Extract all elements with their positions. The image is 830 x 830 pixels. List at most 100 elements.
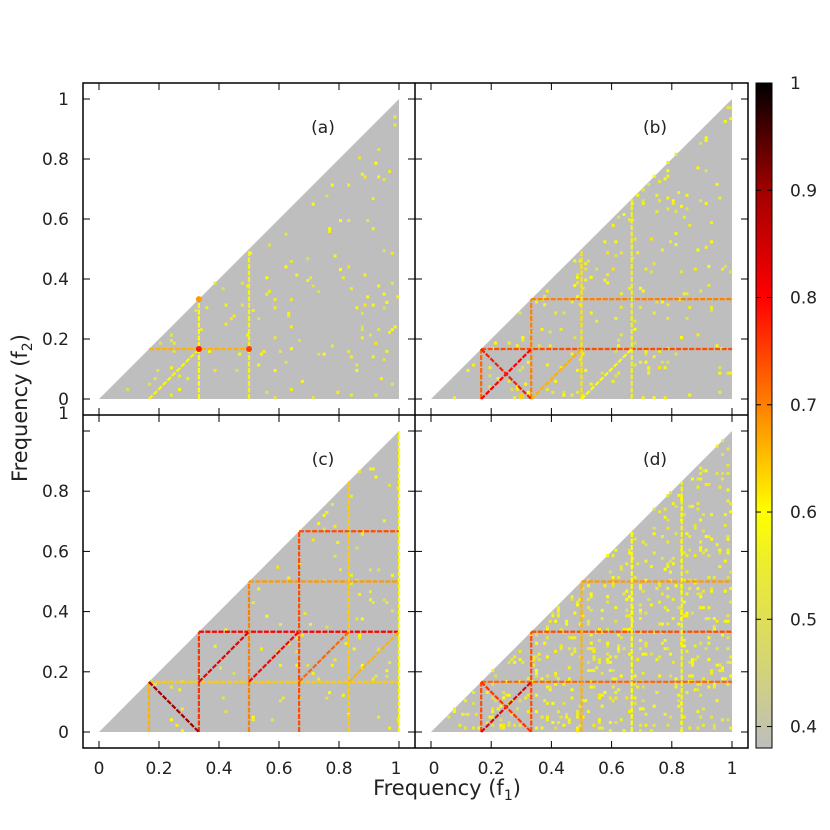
x-tick-label: 0.2 bbox=[478, 759, 505, 779]
noise-cell bbox=[726, 614, 730, 618]
noise-cell bbox=[466, 368, 470, 372]
noise-cell bbox=[545, 289, 549, 293]
noise-cell bbox=[636, 193, 640, 197]
noise-cell bbox=[649, 237, 653, 241]
noise-cell bbox=[638, 586, 642, 590]
noise-cell bbox=[556, 611, 560, 615]
noise-cell bbox=[660, 300, 664, 304]
noise-cell bbox=[622, 647, 626, 651]
noise-cell bbox=[169, 333, 173, 337]
noise-cell bbox=[704, 469, 708, 473]
noise-cell bbox=[153, 377, 157, 381]
noise-cell bbox=[641, 671, 645, 675]
noise-cell bbox=[707, 685, 711, 689]
noise-cell bbox=[726, 534, 730, 538]
noise-cell bbox=[502, 726, 506, 730]
noise-cell bbox=[658, 584, 662, 588]
noise-cell bbox=[666, 207, 670, 211]
noise-cell bbox=[729, 660, 733, 664]
noise-cell bbox=[652, 174, 656, 178]
noise-cell bbox=[729, 674, 733, 678]
noise-cell bbox=[390, 382, 394, 386]
noise-cell bbox=[704, 534, 708, 538]
noise-cell bbox=[666, 622, 670, 626]
noise-cell bbox=[377, 715, 381, 719]
noise-cell bbox=[693, 658, 697, 662]
noise-cell bbox=[617, 633, 621, 637]
noise-cell bbox=[718, 366, 722, 370]
noise-cell bbox=[688, 726, 692, 730]
noise-cell bbox=[186, 377, 190, 381]
noise-cell bbox=[614, 677, 618, 681]
noise-cell bbox=[573, 636, 577, 640]
noise-cell bbox=[570, 652, 574, 656]
noise-cell bbox=[669, 240, 673, 244]
noise-cell bbox=[608, 570, 612, 574]
coherence-line-d bbox=[148, 348, 200, 400]
y-tick-label: 1 bbox=[58, 90, 69, 110]
noise-cell bbox=[382, 178, 386, 182]
noise-cell bbox=[592, 658, 596, 662]
noise-cell bbox=[726, 660, 730, 664]
noise-cell bbox=[636, 685, 640, 689]
noise-cell bbox=[317, 677, 321, 681]
noise-cell bbox=[570, 696, 574, 700]
noise-cell bbox=[712, 685, 716, 689]
panel-c: (c) bbox=[83, 415, 415, 748]
noise-cell bbox=[682, 600, 686, 604]
noise-cell bbox=[707, 482, 711, 486]
noise-cell bbox=[576, 600, 580, 604]
noise-cell bbox=[674, 685, 678, 689]
noise-cell bbox=[336, 541, 340, 545]
noise-cell bbox=[284, 232, 288, 236]
noise-cell bbox=[677, 191, 681, 195]
noise-cell bbox=[685, 649, 689, 653]
noise-cell bbox=[721, 452, 725, 456]
noise-cell bbox=[641, 707, 645, 711]
noise-cell bbox=[545, 625, 549, 629]
noise-cell bbox=[628, 286, 632, 290]
panel-label: (a) bbox=[311, 118, 335, 138]
noise-cell bbox=[699, 715, 703, 719]
noise-cell bbox=[578, 259, 582, 263]
noise-cell bbox=[669, 652, 673, 656]
noise-cell bbox=[636, 658, 640, 662]
noise-cell bbox=[330, 502, 334, 506]
noise-cell bbox=[534, 674, 538, 678]
noise-cell bbox=[317, 352, 321, 356]
noise-cell bbox=[570, 393, 574, 397]
noise-cell bbox=[172, 349, 176, 353]
noise-cell bbox=[704, 548, 708, 552]
noise-cell bbox=[257, 587, 261, 591]
noise-cell bbox=[289, 325, 293, 329]
noise-cell bbox=[658, 655, 662, 659]
noise-cell bbox=[603, 690, 607, 694]
noise-cell bbox=[559, 327, 563, 331]
noise-cell bbox=[619, 636, 623, 640]
noise-cell bbox=[600, 693, 604, 697]
noise-cell bbox=[699, 540, 703, 544]
noise-cell bbox=[663, 712, 667, 716]
noise-cell bbox=[701, 513, 705, 517]
noise-cell bbox=[671, 617, 675, 621]
x-tick-label: 0.4 bbox=[538, 759, 565, 779]
noise-cell bbox=[674, 677, 678, 681]
noise-cell bbox=[699, 466, 703, 470]
speckle-noise bbox=[153, 467, 400, 733]
noise-cell bbox=[619, 718, 623, 722]
noise-cell bbox=[663, 567, 667, 571]
noise-cell bbox=[721, 718, 725, 722]
noise-cell bbox=[652, 723, 656, 727]
noise-cell bbox=[548, 344, 552, 348]
noise-cell bbox=[638, 360, 642, 364]
noise-cell bbox=[180, 729, 184, 733]
noise-cell bbox=[474, 712, 478, 716]
noise-cell bbox=[576, 712, 580, 716]
noise-cell bbox=[710, 221, 714, 225]
noise-cell bbox=[658, 366, 662, 370]
noise-cell bbox=[655, 210, 659, 214]
noise-cell bbox=[358, 636, 362, 640]
noise-cell bbox=[265, 614, 269, 618]
noise-cell bbox=[704, 136, 708, 140]
noise-cell bbox=[213, 369, 217, 372]
